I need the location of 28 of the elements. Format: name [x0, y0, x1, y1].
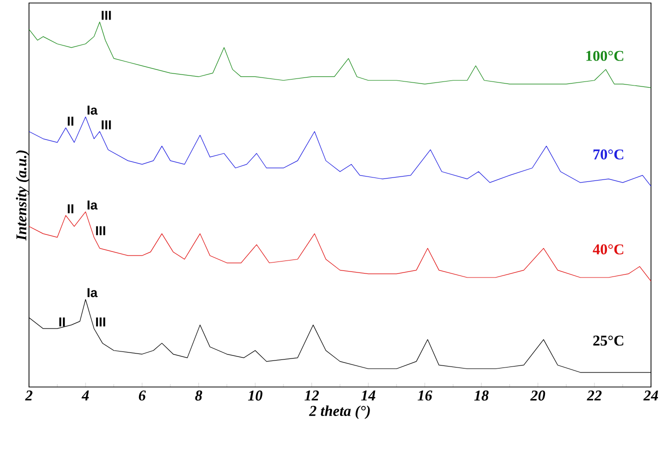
annotation: III: [96, 317, 106, 326]
series-label: 70°C: [594, 149, 624, 160]
annotation: III: [96, 226, 106, 236]
x-tick-label: 6: [138, 390, 146, 401]
annotation: III: [102, 120, 111, 130]
annotation: II: [68, 204, 74, 214]
x-tick-label: 14: [361, 390, 376, 400]
x-tick-label: 2: [25, 390, 32, 400]
x-tick-label: 18: [474, 390, 489, 401]
annotation: III: [102, 10, 111, 20]
annotation: Ia: [88, 106, 98, 115]
y-axis-title: Intensity (a.u.): [16, 150, 30, 241]
series-label: 100°C: [586, 50, 624, 61]
annotation: II: [59, 317, 65, 326]
x-tick-label: 12: [304, 390, 319, 400]
series-label: 40°C: [592, 244, 624, 254]
x-axis-title: 2 theta (°): [309, 405, 370, 420]
x-tick-label: 24: [643, 390, 658, 400]
series-label: 25°C: [593, 336, 624, 346]
annotation: II: [68, 116, 74, 126]
x-tick-label: 22: [586, 390, 602, 400]
x-tick-label: 4: [82, 390, 89, 400]
x-tick-label: 10: [248, 390, 262, 401]
x-tick-label: 16: [418, 390, 432, 401]
annotation: Ia: [88, 200, 98, 210]
x-tick-label: 20: [530, 390, 546, 401]
annotation: Ia: [88, 288, 98, 298]
x-tick-label: 8: [195, 390, 202, 401]
